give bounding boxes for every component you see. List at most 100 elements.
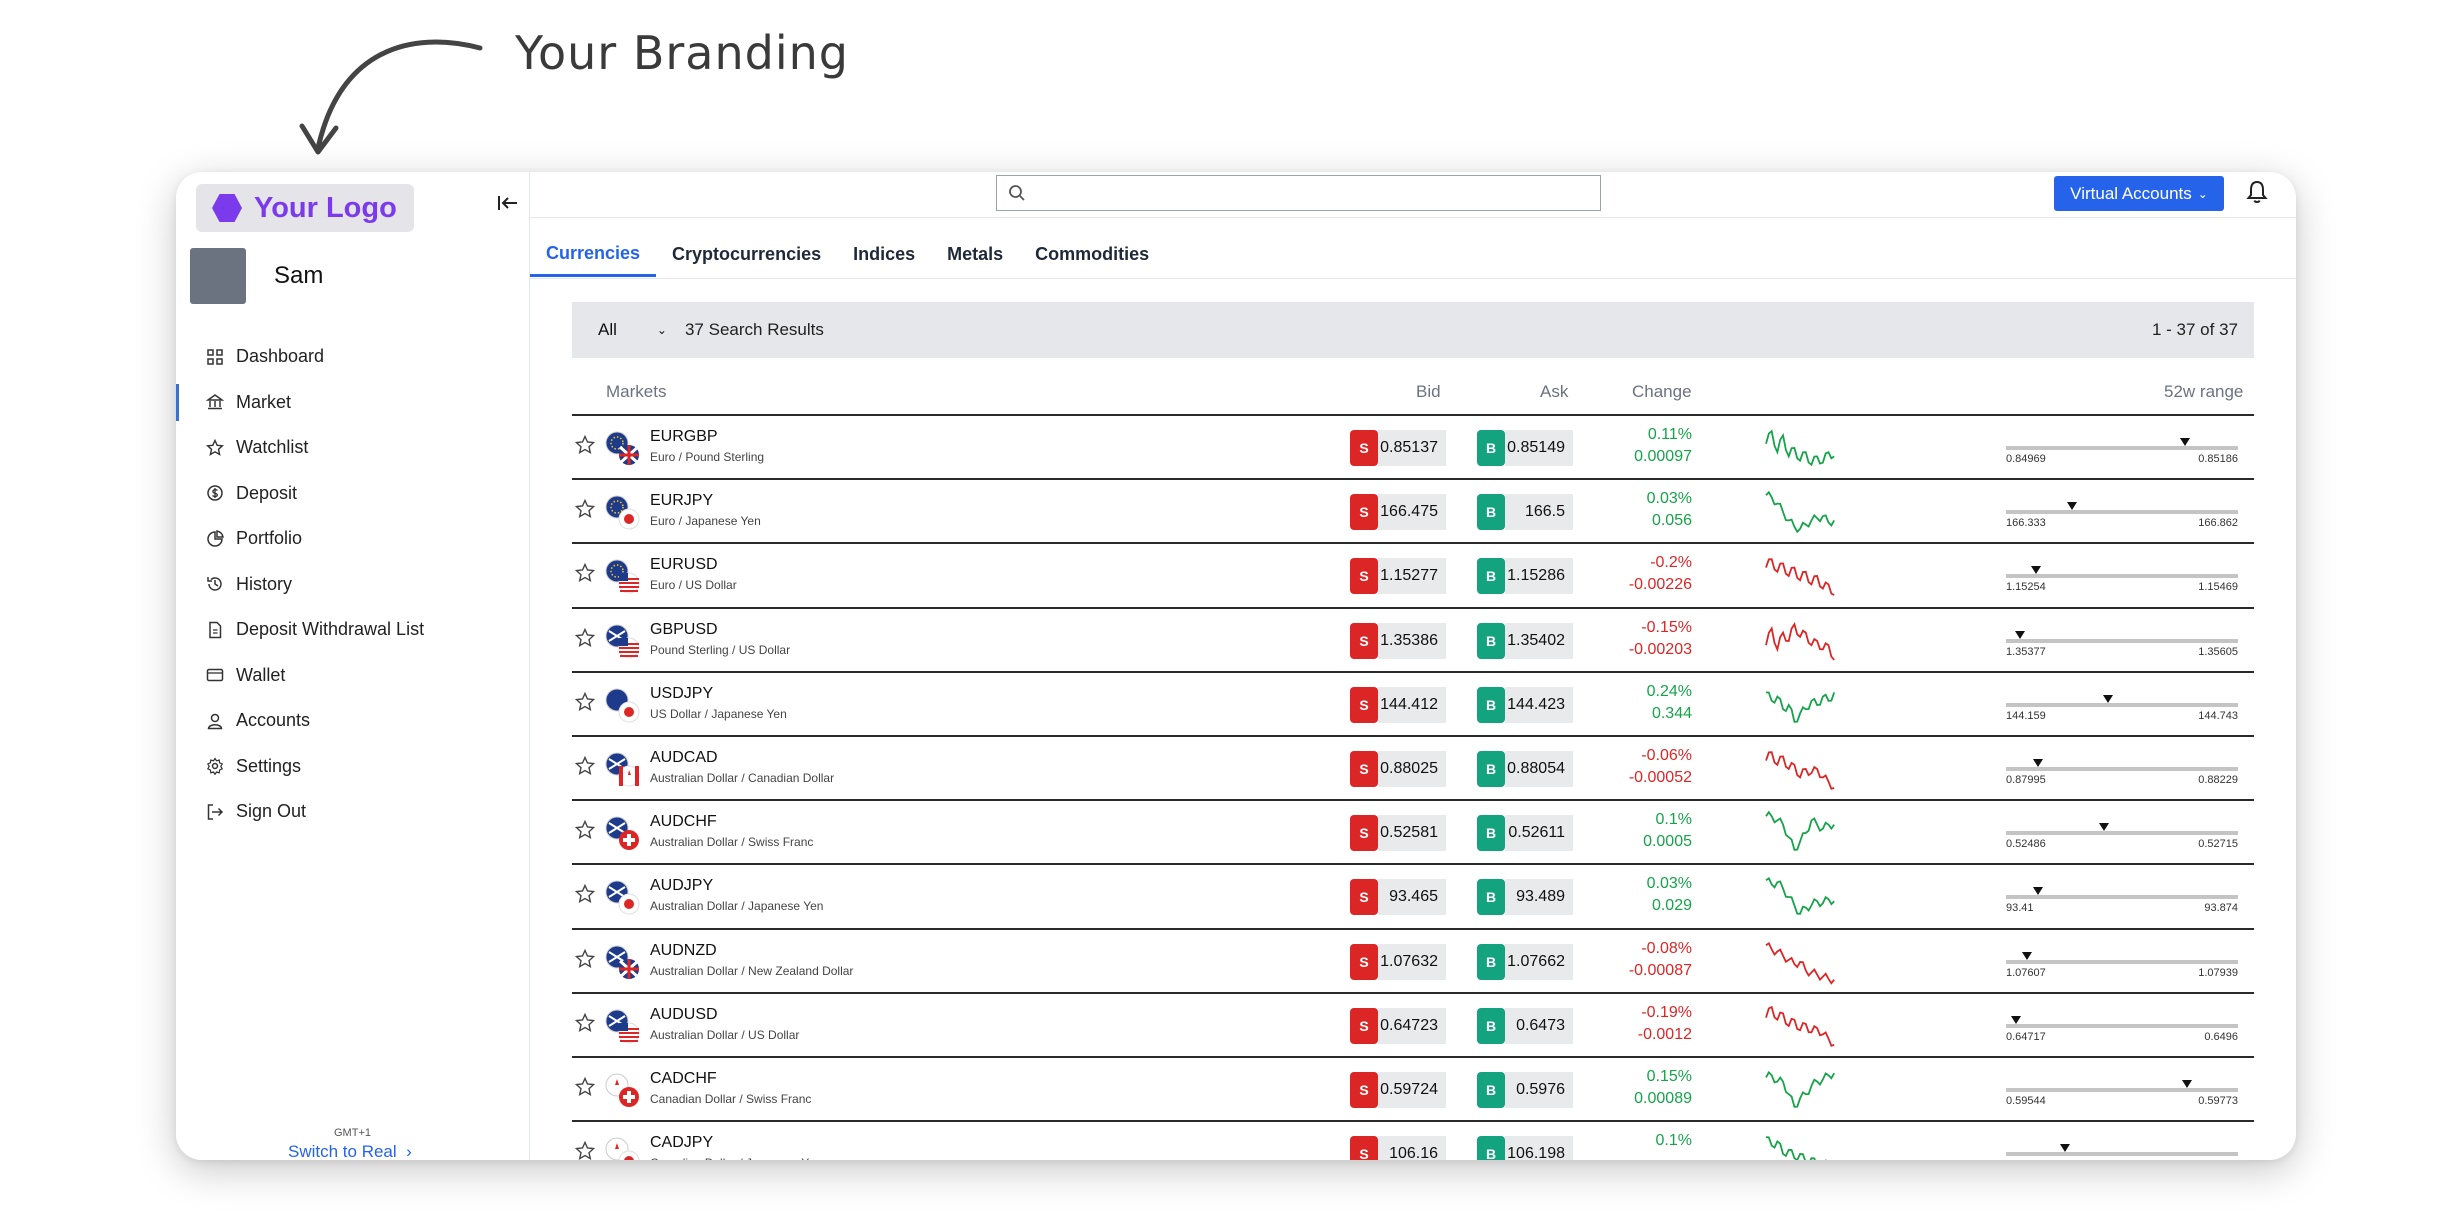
sidebar-item-history[interactable]: History <box>176 562 530 608</box>
sell-button[interactable]: S <box>1350 558 1378 595</box>
table-row[interactable]: GBPUSD Pound Sterling / US Dollar S 1.35… <box>572 606 2254 671</box>
ask-price[interactable]: 106.198 <box>1505 1136 1573 1160</box>
watchlist-star-icon[interactable] <box>574 498 596 520</box>
ask-price[interactable]: 166.5 <box>1505 494 1573 531</box>
sell-button[interactable]: S <box>1350 943 1378 980</box>
sell-button[interactable]: S <box>1350 1007 1378 1044</box>
sell-button[interactable]: S <box>1350 622 1378 659</box>
user-profile[interactable]: Sam <box>190 248 323 304</box>
bid-price[interactable]: 1.15277 <box>1378 558 1446 595</box>
bid-price[interactable]: 0.64723 <box>1378 1007 1446 1044</box>
sidebar-item-dashboard[interactable]: Dashboard <box>176 334 530 380</box>
bid-price[interactable]: 0.52581 <box>1378 815 1446 852</box>
sidebar-item-settings[interactable]: Settings <box>176 744 530 790</box>
sidebar-item-watchlist[interactable]: Watchlist <box>176 425 530 471</box>
watchlist-star-icon[interactable] <box>574 948 596 970</box>
buy-button[interactable]: B <box>1477 558 1505 595</box>
table-row[interactable]: AUDNZD Australian Dollar / New Zealand D… <box>572 927 2254 992</box>
table-row[interactable]: AUDUSD Australian Dollar / US Dollar S 0… <box>572 991 2254 1056</box>
buy-button[interactable]: B <box>1477 943 1505 980</box>
buy-button[interactable]: B <box>1477 879 1505 916</box>
category-filter-select[interactable]: All ⌄ <box>598 320 667 340</box>
ask-price[interactable]: 1.35402 <box>1505 622 1573 659</box>
bid-price[interactable]: 1.35386 <box>1378 622 1446 659</box>
sell-button[interactable]: S <box>1350 686 1378 723</box>
sidebar-item-accounts[interactable]: Accounts <box>176 698 530 744</box>
table-row[interactable]: AUDCHF Australian Dollar / Swiss Franc S… <box>572 799 2254 863</box>
bid-price[interactable]: 93.465 <box>1378 879 1446 916</box>
tab-cryptocurrencies[interactable]: Cryptocurrencies <box>672 244 822 264</box>
market-symbol[interactable]: CADCHF <box>650 1069 717 1087</box>
market-symbol[interactable]: CADJPY <box>650 1134 714 1152</box>
table-row[interactable]: EURGBP Euro / Pound Sterling S 0.85137 B… <box>572 414 2254 478</box>
watchlist-star-icon[interactable] <box>574 562 596 584</box>
market-symbol[interactable]: GBPUSD <box>650 620 718 638</box>
buy-button[interactable]: B <box>1477 1071 1505 1108</box>
ask-price[interactable]: 93.489 <box>1505 879 1573 916</box>
sell-button[interactable]: S <box>1350 430 1378 466</box>
bid-price[interactable]: 144.412 <box>1378 686 1446 723</box>
market-symbol[interactable]: EURJPY <box>650 492 714 510</box>
ask-price[interactable]: 1.15286 <box>1505 558 1573 595</box>
market-symbol[interactable]: AUDUSD <box>650 1005 718 1023</box>
ask-price[interactable]: 144.423 <box>1505 686 1573 723</box>
table-row[interactable]: EURJPY Euro / Japanese Yen S 166.475 B 1… <box>572 478 2254 542</box>
watchlist-star-icon[interactable] <box>574 819 596 841</box>
tab-indices[interactable]: Indices <box>853 244 916 264</box>
buy-button[interactable]: B <box>1477 494 1505 531</box>
buy-button[interactable]: B <box>1477 1136 1505 1160</box>
sell-button[interactable]: S <box>1350 815 1378 852</box>
logo[interactable]: Your Logo <box>196 184 414 232</box>
collapse-sidebar-icon[interactable] <box>491 186 525 220</box>
sell-button[interactable]: S <box>1350 879 1378 916</box>
ask-price[interactable]: 0.88054 <box>1505 750 1573 787</box>
search-bar[interactable] <box>996 175 1601 211</box>
watchlist-star-icon[interactable] <box>574 1076 596 1098</box>
sell-button[interactable]: S <box>1350 1071 1378 1108</box>
market-symbol[interactable]: AUDCAD <box>650 748 718 766</box>
sidebar-item-portfolio[interactable]: Portfolio <box>176 516 530 562</box>
bid-price[interactable]: 166.475 <box>1378 494 1446 531</box>
market-symbol[interactable]: EURGBP <box>650 428 718 445</box>
table-row[interactable]: AUDCAD Australian Dollar / Canadian Doll… <box>572 734 2254 799</box>
bid-price[interactable]: 106.16 <box>1378 1136 1446 1160</box>
search-input[interactable] <box>1035 184 1575 202</box>
market-symbol[interactable]: AUDNZD <box>650 941 717 959</box>
tab-commodities[interactable]: Commodities <box>1035 244 1150 264</box>
bid-price[interactable]: 0.59724 <box>1378 1071 1446 1108</box>
tab-metals[interactable]: Metals <box>947 244 1004 264</box>
buy-button[interactable]: B <box>1477 1007 1505 1044</box>
table-row[interactable]: EURUSD Euro / US Dollar S 1.15277 B 1.15… <box>572 542 2254 606</box>
market-symbol[interactable]: AUDCHF <box>650 813 717 831</box>
sidebar-item-deposit-withdrawal-list[interactable]: Deposit Withdrawal List <box>176 607 530 653</box>
ask-price[interactable]: 1.07662 <box>1505 943 1573 980</box>
table-row[interactable]: AUDJPY Australian Dollar / Japanese Yen … <box>572 863 2254 927</box>
watchlist-star-icon[interactable] <box>574 1012 596 1034</box>
buy-button[interactable]: B <box>1477 622 1505 659</box>
ask-price[interactable]: 0.5976 <box>1505 1071 1573 1108</box>
ask-price[interactable]: 0.6473 <box>1505 1007 1573 1044</box>
table-row[interactable]: USDJPY US Dollar / Japanese Yen S 144.41… <box>572 670 2254 735</box>
market-symbol[interactable]: EURUSD <box>650 556 718 574</box>
watchlist-star-icon[interactable] <box>574 691 596 713</box>
buy-button[interactable]: B <box>1477 686 1505 723</box>
sidebar-item-sign-out[interactable]: Sign Out <box>176 789 530 835</box>
table-row[interactable]: CADCHF Canadian Dollar / Swiss Franc S 0… <box>572 1055 2254 1120</box>
watchlist-star-icon[interactable] <box>574 627 596 649</box>
switch-to-real-link[interactable]: Switch to Real › <box>288 1142 412 1160</box>
sell-button[interactable]: S <box>1350 1136 1378 1160</box>
sell-button[interactable]: S <box>1350 750 1378 787</box>
table-row[interactable]: CADJPY Canadian Dollar / Japanese Yen S … <box>572 1120 2254 1160</box>
buy-button[interactable]: B <box>1477 430 1505 466</box>
sell-button[interactable]: S <box>1350 494 1378 531</box>
market-symbol[interactable]: USDJPY <box>650 684 714 702</box>
watchlist-star-icon[interactable] <box>574 883 596 905</box>
bid-price[interactable]: 1.07632 <box>1378 943 1446 980</box>
bell-icon[interactable] <box>2241 176 2273 208</box>
ask-price[interactable]: 0.85149 <box>1505 430 1573 466</box>
buy-button[interactable]: B <box>1477 815 1505 852</box>
watchlist-star-icon[interactable] <box>574 755 596 777</box>
watchlist-star-icon[interactable] <box>574 1140 596 1160</box>
sidebar-item-wallet[interactable]: Wallet <box>176 653 530 699</box>
sidebar-item-market[interactable]: Market <box>176 380 530 426</box>
